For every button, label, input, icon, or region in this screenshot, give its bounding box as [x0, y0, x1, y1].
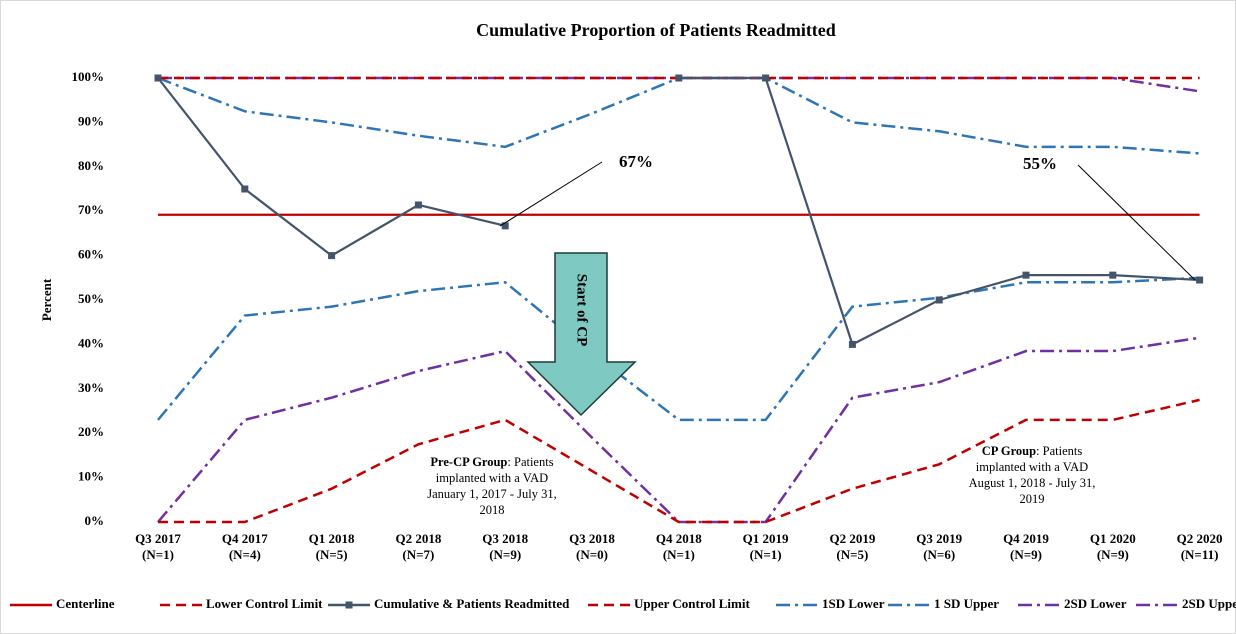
x-tick-label: (N=1)	[663, 547, 695, 562]
note-bold: Pre-CP Group	[430, 455, 507, 469]
legend-label: 2SD Lower	[1064, 596, 1127, 611]
annotation: 67%	[619, 152, 653, 171]
note-line: : Patients	[1036, 444, 1082, 458]
x-tick-label: (N=7)	[402, 547, 434, 562]
x-tick-label: Q1 2020	[1090, 531, 1136, 546]
x-tick-label: (N=9)	[489, 547, 521, 562]
note-line: 2018	[480, 503, 505, 517]
x-tick-label: Q3 2017	[135, 531, 181, 546]
legend: Centerline Lower Control Limit Cumulative …	[10, 596, 1236, 611]
note-line: 2019	[1020, 492, 1045, 506]
x-tick-label: Q1 2019	[743, 531, 789, 546]
marker	[328, 252, 336, 260]
x-tick-label: (N=9)	[1097, 547, 1129, 562]
y-axis-title: Percent	[39, 278, 54, 321]
chart-title: Cumulative Proportion of Patients Readmi…	[476, 20, 836, 40]
note-bold: CP Group	[982, 444, 1036, 458]
x-tick-label: Q3 2018	[569, 531, 615, 546]
y-tick-label: 60%	[78, 247, 104, 262]
x-tick-label: (N=9)	[1010, 547, 1042, 562]
x-tick-label: Q3 2019	[916, 531, 962, 546]
start-arrow	[526, 252, 637, 417]
series-line	[157, 276, 1200, 422]
marker	[154, 74, 162, 82]
x-tick-label: (N=4)	[229, 547, 261, 562]
x-tick-label: Q4 2018	[656, 531, 702, 546]
leader-line	[499, 161, 603, 227]
marker	[1022, 271, 1030, 279]
legend-marker	[345, 601, 353, 609]
x-tick-label: (N=1)	[750, 547, 782, 562]
plot: 0% 10% 20% 30% 40% 50% 60% 70% 80% 90% 100% Q3 2017…	[72, 69, 1223, 562]
marker	[1196, 276, 1204, 284]
group-note: CP Group: Patients	[982, 444, 1083, 458]
x-tick-label: Q4 2017	[222, 531, 268, 546]
leader-line	[1077, 164, 1196, 281]
y-tick-label: 70%	[78, 202, 104, 217]
marker	[501, 222, 509, 230]
x-tick-label: Q2 2018	[395, 531, 441, 546]
y-tick-label: 80%	[78, 158, 104, 173]
group-note: Pre-CP Group: Patients	[430, 455, 553, 469]
legend-label: Centerline	[56, 596, 115, 611]
note-line: : Patients	[507, 455, 553, 469]
series-line	[157, 336, 1200, 524]
x-tick-label: Q2 2019	[829, 531, 875, 546]
y-tick-label: 0%	[85, 513, 105, 528]
marker	[848, 340, 856, 348]
annotations: 67% 55% Start of CP Pre-CP Group: Patien…	[427, 152, 1196, 517]
marker	[241, 185, 249, 193]
note-line: August 1, 2018 - July 31,	[969, 476, 1096, 490]
note-line: implanted with a VAD	[436, 471, 548, 485]
x-tick-label: Q2 2020	[1177, 531, 1223, 546]
x-tick-label: Q1 2018	[309, 531, 355, 546]
marker	[1109, 271, 1117, 279]
legend-label: Lower Control Limit	[206, 596, 323, 611]
y-tick-label: 20%	[78, 424, 104, 439]
y-tick-label: 30%	[78, 380, 104, 395]
marker	[935, 296, 943, 304]
annotation: 55%	[1023, 154, 1057, 173]
legend-label: 1 SD Upper	[934, 596, 999, 611]
marker	[414, 201, 422, 209]
note-line: implanted with a VAD	[976, 460, 1088, 474]
legend-label: Upper Control Limit	[634, 596, 750, 611]
note-line: January 1, 2017 - July 31,	[427, 487, 557, 501]
x-tick-label: Q3 2018	[482, 531, 528, 546]
x-tick-label: (N=0)	[576, 547, 608, 562]
x-tick-label: Q4 2019	[1003, 531, 1049, 546]
y-tick-label: 10%	[78, 469, 104, 484]
legend-label: 1SD Lower	[822, 596, 885, 611]
y-tick-label: 90%	[78, 113, 104, 128]
y-tick-label: 40%	[78, 335, 104, 350]
x-tick-label: (N=5)	[316, 547, 348, 562]
series-layer	[154, 74, 1204, 524]
y-tick-label: 50%	[78, 291, 104, 306]
x-tick-label: (N=6)	[923, 547, 955, 562]
series-line	[158, 398, 1200, 524]
y-tick-label: 100%	[72, 69, 105, 84]
marker	[762, 74, 770, 82]
x-tick-label: (N=11)	[1181, 547, 1219, 562]
legend-label: 2SD Upper	[1182, 596, 1236, 611]
x-tick-label: (N=1)	[142, 547, 174, 562]
legend-label: Cumulative & Patients Readmitted	[374, 596, 570, 611]
x-tick-label: (N=5)	[836, 547, 868, 562]
annotation: Start of CP	[574, 274, 590, 346]
marker	[675, 74, 683, 82]
